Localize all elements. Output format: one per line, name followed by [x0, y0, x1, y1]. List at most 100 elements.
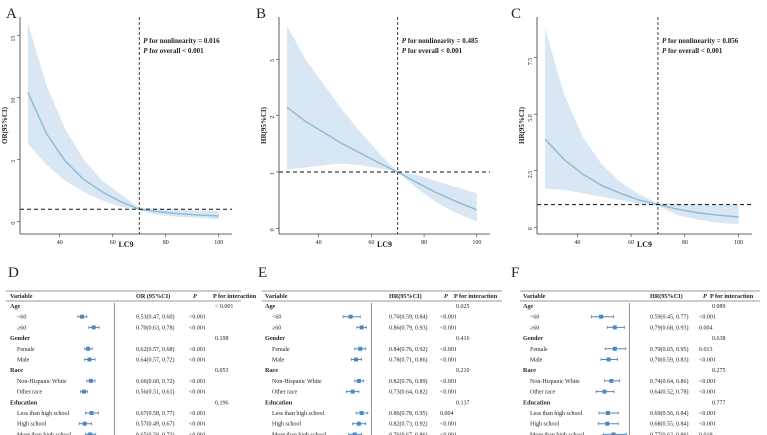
- header-p-interaction: P for interaction: [710, 293, 754, 300]
- point-estimate: [89, 411, 94, 415]
- x-tick-label: 60: [628, 240, 634, 246]
- panel-label-d: D: [8, 265, 19, 281]
- estimate-ci-text: 0.82(0.76, 0.89): [389, 378, 428, 385]
- p-value: <0.001: [189, 422, 206, 428]
- point-estimate: [348, 314, 353, 319]
- p-value: 0.019: [699, 432, 713, 435]
- y-tick-label: 7.5: [528, 58, 534, 66]
- header-variable: Variable: [265, 293, 288, 300]
- p-value: <0.001: [440, 390, 457, 396]
- confidence-band: [27, 23, 219, 220]
- y-tick-label: 2: [270, 116, 276, 119]
- subgroup-label: Female: [272, 347, 290, 353]
- estimate-ci-text: 0.70(0.63, 0.78): [136, 324, 175, 331]
- point-estimate: [354, 357, 359, 362]
- p-annotation: for overall < 0.001: [408, 47, 463, 55]
- x-tick-label: 100: [472, 240, 481, 246]
- p-value: <0.001: [189, 379, 206, 385]
- group-label: Race: [523, 367, 536, 374]
- point-estimate: [602, 389, 607, 394]
- header-p-interaction: P for interaction: [213, 293, 257, 300]
- estimate-ci-text: 0.79(0.65, 0.95): [650, 346, 689, 353]
- p-value: <0.001: [699, 390, 716, 396]
- point-estimate: [359, 325, 364, 330]
- estimate-ci-text: 0.82(0.73, 0.92): [389, 421, 428, 428]
- y-axis-label: HR(95%CI): [260, 106, 268, 144]
- p-interaction-value: 0.210: [456, 368, 470, 374]
- p-annotation: for nonlinearity = 0.016: [149, 37, 220, 45]
- header-estimate: HR(95%CI): [650, 293, 683, 300]
- y-tick-label: 0: [528, 227, 534, 230]
- y-tick-label: 15: [11, 36, 17, 42]
- estimate-ci-text: 0.70(0.59, 0.84): [389, 314, 428, 321]
- y-tick-label: 1: [270, 172, 276, 175]
- subgroup-label: ≥60: [272, 325, 281, 331]
- point-estimate: [606, 357, 611, 362]
- group-label: Gender: [10, 335, 30, 342]
- panel-label-a: A: [6, 6, 17, 22]
- p-annotation: for overall < 0.001: [668, 47, 723, 55]
- point-estimate: [87, 357, 92, 362]
- p-interaction-value: 0.089: [712, 304, 726, 310]
- estimate-ci-text: 0.65(0.58, 0.73): [136, 431, 175, 435]
- group-label: Gender: [523, 335, 543, 342]
- x-tick-label: 60: [368, 240, 374, 246]
- y-tick-label: 5: [11, 160, 17, 163]
- group-label: Education: [10, 399, 38, 406]
- panel-label-c: C: [511, 6, 521, 22]
- subgroup-label: ≥60: [17, 325, 26, 331]
- p-interaction-value: 0.198: [215, 336, 229, 342]
- header-estimate: HR(95%CI): [389, 293, 422, 300]
- subgroup-label: More than high school: [272, 432, 326, 435]
- header-p-interaction: P for interaction: [454, 293, 498, 300]
- estimate-ci-text: 0.59(0.45, 0.77): [650, 314, 689, 321]
- subgroup-label: More than high school: [530, 432, 584, 435]
- group-label: Age: [523, 303, 534, 310]
- panel-label-f: F: [511, 265, 519, 281]
- estimate-ci-text: 0.73(0.64, 0.82): [389, 389, 428, 396]
- subgroup-label: Less than high school: [530, 411, 582, 417]
- subgroup-label: Less than high school: [17, 411, 69, 417]
- confidence-band: [545, 28, 739, 225]
- subgroup-label: Non-Hispanic White: [272, 379, 322, 385]
- group-label: Age: [10, 303, 21, 310]
- estimate-ci-text: 0.67(0.58, 0.77): [136, 410, 175, 417]
- header-variable: Variable: [523, 293, 546, 300]
- estimate-ci-text: 0.70(0.59, 0.83): [650, 357, 689, 364]
- p-value: <0.001: [440, 347, 457, 353]
- p-interaction-value: 0.053: [215, 368, 229, 374]
- p-value: 0.004: [440, 411, 454, 417]
- subgroup-label: Other race: [272, 390, 297, 396]
- estimate-line: [286, 106, 478, 211]
- group-label: Gender: [265, 335, 285, 342]
- subgroup-label: Female: [530, 347, 548, 353]
- y-tick-label: 2.5: [528, 171, 534, 179]
- p-value: <0.001: [440, 379, 457, 385]
- estimate-ci-text: 0.84(0.76, 0.92): [389, 346, 428, 353]
- p-value: <0.001: [440, 432, 457, 435]
- subgroup-label: Non-Hispanic White: [17, 379, 67, 385]
- p-annotation: for nonlinearity = 0.856: [668, 37, 739, 45]
- group-label: Education: [265, 399, 293, 406]
- p-interaction-value: 0.416: [456, 336, 470, 342]
- subgroup-label: Male: [17, 358, 30, 364]
- point-estimate: [356, 421, 361, 426]
- point-estimate: [612, 346, 617, 351]
- p-value: <0.001: [189, 432, 206, 435]
- x-axis-label: LC9: [118, 240, 133, 249]
- p-value: <0.001: [189, 325, 206, 331]
- estimate-ci-text: 0.86(0.78, 0.95): [389, 410, 428, 417]
- header-p: P: [703, 293, 707, 300]
- point-estimate: [611, 432, 616, 435]
- p-interaction-value: 0.137: [456, 400, 470, 406]
- subgroup-label: Other race: [17, 390, 42, 396]
- annotation-p-symbol: P: [662, 37, 667, 45]
- estimate-line: [27, 92, 219, 217]
- point-estimate: [605, 421, 610, 426]
- point-estimate: [358, 346, 363, 351]
- p-value: <0.001: [440, 315, 457, 321]
- point-estimate: [609, 378, 614, 383]
- p-value: <0.001: [189, 315, 206, 321]
- p-annotation: for overall < 0.001: [149, 47, 204, 55]
